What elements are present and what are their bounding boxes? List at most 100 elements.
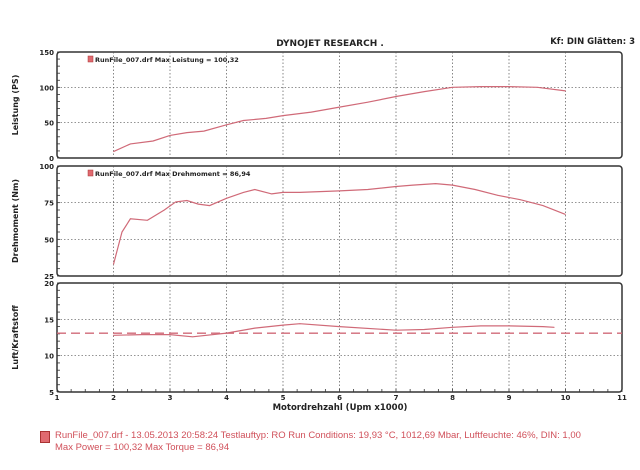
data-point [203,130,205,132]
data-point [452,184,453,186]
series-line [112,182,566,265]
data-point [367,101,369,103]
x-axis: 1 2 3 4 5 6 7 8 9 10 11 [55,389,627,402]
run-swatch [40,431,50,443]
data-point [395,186,397,187]
data-point [265,118,267,119]
x-axis-label: Motordrehzahl (Upm x1000) [273,403,408,413]
data-point [339,326,340,327]
y-tick-label: 25 [44,273,54,281]
data-point [412,184,414,186]
data-point [282,192,284,193]
y-tick-label: 20 [44,280,54,288]
y-tick-label: 75 [44,200,54,208]
data-point [395,96,397,97]
data-point [452,326,453,328]
data-point [339,106,340,108]
data-point [282,324,284,326]
x-tick-label: 7 [394,394,399,402]
data-point [271,193,273,195]
plot-frame [56,282,623,393]
data-point [169,134,171,136]
legend-swatch [87,55,94,63]
data-point [130,143,131,145]
data-point [339,190,340,192]
data-point [553,326,555,328]
data-point [565,214,566,215]
x-tick-label: 8 [450,394,455,402]
data-point [113,263,114,265]
data-point [508,86,510,88]
data-point [186,200,188,201]
data-point [152,140,154,142]
series-line [113,86,566,153]
run-info: RunFile_007.drf - 13.05.2013 20:58:24 Te… [55,430,581,454]
data-point [542,326,544,327]
y-axis-label: Luft/Kraftstoff [11,305,20,370]
data-point [423,329,425,330]
data-point [121,231,123,233]
data-point [226,197,227,199]
y-tick-label: 5 [49,389,54,397]
data-point [508,325,510,327]
data-point [367,189,369,190]
x-tick-label: 9 [507,394,512,402]
x-tick-label: 1 [55,394,60,402]
data-point [175,201,177,203]
x-tick-label: 3 [168,394,173,402]
data-point [163,209,165,211]
data-point [186,132,188,133]
power-panel: 0 50 100 150 Leistung (PS) RunFile_007.drf Ma… [11,49,623,163]
data-point [565,90,566,92]
data-point [480,325,482,327]
data-point [113,334,114,336]
data-point [226,124,227,126]
x-tick-label: 11 [617,394,627,402]
data-point [536,86,538,88]
data-point [226,332,227,334]
afr-panel: 5 10 15 20 Luft/Kraftstoff [11,280,623,397]
data-point [254,189,256,190]
x-tick-label: 4 [224,394,229,402]
data-point [299,192,301,193]
chart-title: DYNOJET RESEARCH . [276,39,384,49]
legend-swatch [87,169,94,177]
data-point [435,183,436,185]
data-point [310,111,312,113]
plot-frame [56,165,623,277]
data-point [423,91,425,92]
settings-label: Kf: DIN Glätten: 3 [550,37,635,47]
x-tick-label: 10 [561,394,571,402]
data-point [197,203,199,205]
data-point [480,86,482,88]
y-tick-label: 50 [44,120,54,128]
series-line [113,323,555,338]
data-point [282,115,284,116]
x-tick-label: 6 [337,394,342,402]
y-axis-label: Leistung (PS) [11,75,20,136]
data-point [254,327,256,329]
data-point [497,194,499,196]
data-point [147,219,148,221]
data-point [299,323,301,325]
legend-label: RunFile_007.drf Max Leistung = 100,32 [95,56,239,64]
y-tick-label: 50 [44,236,54,244]
data-point [452,86,453,88]
data-point [474,189,476,190]
data-point [169,334,171,335]
data-point [141,334,143,335]
torque-panel: 25 50 75 100 Drehmoment (Nm) RunFile_007.drf … [11,163,623,281]
legend-label: RunFile_007.drf Max Drehmoment = 86,94 [95,170,251,178]
y-tick-label: 150 [39,49,54,57]
y-axis-label: Drehmoment (Nm) [11,179,20,263]
data-point [243,120,244,121]
data-point [542,205,544,207]
data-point [243,192,244,193]
y-tick-label: 0 [49,155,54,163]
data-point [209,205,210,207]
run-max-values: Max Power = 100,32 Max Torque = 86,94 [55,442,230,453]
y-tick-label: 10 [44,353,54,361]
run-conditions: RunFile_007.drf - 13.05.2013 20:58:24 Te… [55,430,581,441]
